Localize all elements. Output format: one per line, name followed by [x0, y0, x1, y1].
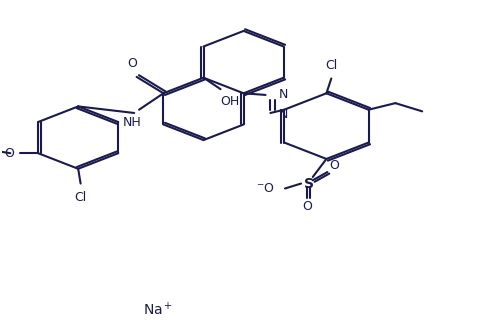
- Text: O: O: [329, 159, 339, 172]
- Text: Na$^+$: Na$^+$: [143, 301, 173, 318]
- Text: N: N: [279, 108, 289, 121]
- Text: O: O: [4, 147, 14, 160]
- Text: Cl: Cl: [325, 59, 337, 72]
- Text: O: O: [302, 200, 312, 213]
- Text: $^{-}$O: $^{-}$O: [256, 182, 275, 195]
- Text: OH: OH: [220, 95, 240, 108]
- Text: Cl: Cl: [75, 191, 87, 204]
- Text: S: S: [304, 176, 314, 191]
- Text: O: O: [127, 57, 136, 70]
- Text: NH: NH: [122, 116, 141, 129]
- Text: N: N: [279, 88, 289, 101]
